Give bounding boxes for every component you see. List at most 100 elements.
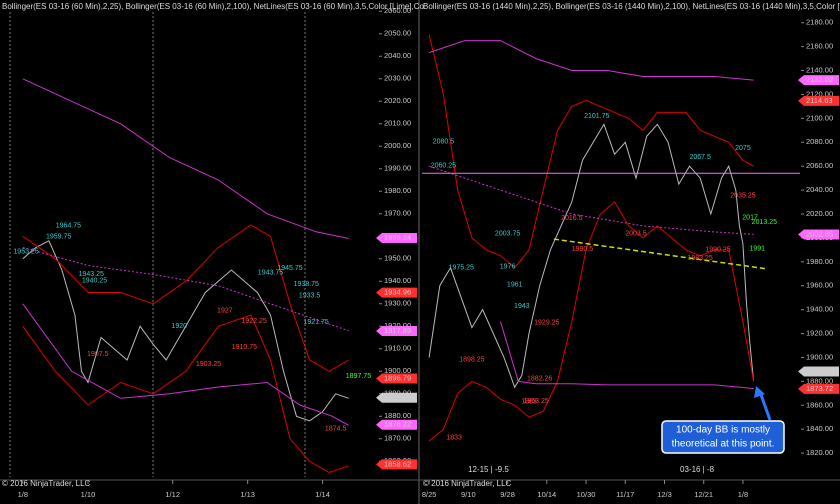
x-tick-label: 9/28 — [500, 490, 515, 499]
y-tick-label: 2060.00 — [806, 161, 833, 170]
price-annotation: 1882.26 — [527, 376, 552, 383]
series-line — [428, 40, 754, 81]
contract-label: 12-15 | -9.5 — [468, 465, 509, 474]
price-annotation: 1943 — [514, 303, 530, 310]
price-annotation: 1990.5 — [572, 246, 594, 253]
price-marker-label: 1858.62 — [384, 459, 411, 468]
copyright: © 2016 NinjaTrader, LLC — [423, 479, 512, 488]
y-tick-label: 2060.00 — [384, 6, 411, 15]
y-tick-label: 1980.00 — [806, 257, 833, 266]
price-annotation: 1897.75 — [346, 373, 371, 380]
y-tick-label: 2140.00 — [806, 66, 833, 75]
price-annotation: 2016.5 — [561, 215, 583, 222]
price-marker — [376, 325, 417, 336]
price-marker-label: 1917.89 — [384, 326, 411, 335]
x-tick-label: 10/30 — [577, 490, 596, 499]
y-tick-label: 1990.00 — [384, 164, 411, 173]
price-marker-label: 1873.72 — [806, 384, 833, 393]
series-line — [500, 321, 754, 389]
price-annotation: 1907.5 — [87, 351, 109, 358]
price-annotation: 1990.25 — [705, 246, 730, 253]
y-tick-label: 1870.00 — [384, 434, 411, 443]
y-tick-label: 1940.00 — [384, 276, 411, 285]
y-tick-label: 2030.00 — [384, 74, 411, 83]
price-annotation: 2060.25 — [431, 163, 456, 170]
series-line — [22, 303, 349, 426]
y-tick-label: 2000.00 — [384, 141, 411, 150]
price-marker — [798, 95, 839, 106]
series-line — [22, 240, 349, 422]
y-tick-label: 1910.00 — [384, 344, 411, 353]
price-annotation: 1943.75 — [258, 270, 283, 277]
price-annotation: 1863 — [521, 399, 537, 406]
price-annotation: 1943.25 — [79, 271, 104, 278]
price-annotation: 1945.75 — [277, 265, 302, 272]
price-marker-label: 2132.02 — [806, 75, 833, 84]
price-marker-label: 2114.63 — [806, 96, 833, 105]
copyright: © 2016 NinjaTrader, LLC — [2, 479, 91, 488]
y-tick-label: 1880.00 — [384, 411, 411, 420]
price-annotation: 1833 — [446, 434, 462, 441]
x-tick-label: 1/8 — [738, 490, 748, 499]
series-line — [428, 123, 755, 389]
price-annotation: 2075 — [735, 145, 751, 152]
contract-label: 03-16 | -8 — [680, 465, 715, 474]
y-tick-label: 1950.00 — [384, 254, 411, 263]
x-tick-label: 11/17 — [616, 490, 634, 499]
price-annotation: 1921.75 — [303, 319, 328, 326]
y-tick-label: 1980.00 — [384, 186, 411, 195]
price-annotation: 1953.25 — [13, 248, 38, 255]
series-line — [22, 247, 349, 332]
price-marker — [798, 75, 839, 86]
y-tick-label: 1940.00 — [806, 305, 833, 314]
series-line — [428, 34, 754, 269]
price-marker — [376, 419, 417, 430]
callout-text: 100-day BB is mostly — [676, 425, 770, 436]
y-tick-label: 2040.00 — [806, 185, 833, 194]
price-annotation: 2080.5 — [433, 139, 455, 146]
price-annotation: 2003.5 — [625, 231, 647, 238]
price-marker-label: 1876.22 — [384, 420, 411, 429]
price-annotation: 1964.75 — [56, 222, 81, 229]
series-line — [428, 201, 755, 442]
price-annotation: 1959.75 — [46, 234, 71, 241]
y-tick-label: 1960.00 — [806, 281, 833, 290]
price-annotation: 1976 — [500, 263, 516, 270]
callout-arrow — [758, 391, 772, 421]
price-marker-label: 1934.96 — [384, 288, 411, 297]
y-tick-label: 1900.00 — [806, 352, 833, 361]
price-annotation: 1874.5 — [325, 425, 347, 432]
y-tick-label: 2180.00 — [806, 18, 833, 27]
price-annotation: 1940.25 — [82, 278, 107, 285]
series-line — [22, 78, 349, 239]
x-tick-label: 8/25 — [422, 490, 437, 499]
x-tick-label: 1/8 — [18, 490, 28, 499]
price-annotation: 1903.25 — [196, 361, 221, 368]
price-annotation: 1920 — [171, 323, 187, 330]
panel-header: Bollinger(ES 03-16 (1440 Min),2,25), Bol… — [423, 2, 840, 11]
price-marker-label: 1888.25 — [384, 393, 411, 402]
x-tick-label: 9/10 — [461, 490, 476, 499]
y-tick-label: 1970.00 — [384, 209, 411, 218]
x-tick-label: 10/14 — [537, 490, 556, 499]
series-line — [428, 165, 754, 235]
price-marker — [798, 366, 839, 377]
price-annotation: 1929.25 — [534, 319, 559, 326]
price-annotation: 1983.25 — [687, 255, 712, 262]
price-marker-label: 1896.79 — [384, 373, 411, 382]
price-annotation: 1863.25 — [523, 398, 548, 405]
y-tick-label: 2010.00 — [384, 119, 411, 128]
y-tick-label: 2080.00 — [806, 137, 833, 146]
price-marker — [376, 373, 417, 384]
y-tick-label: 2020.00 — [384, 96, 411, 105]
y-tick-label: 2120.00 — [806, 89, 833, 98]
y-tick-label: 2100.00 — [806, 113, 833, 122]
price-annotation: 1961 — [507, 281, 523, 288]
price-annotation: 1927 — [217, 307, 233, 314]
callout-arrowhead — [754, 386, 765, 398]
price-marker — [376, 232, 417, 243]
series-line — [553, 238, 769, 270]
y-tick-label: 1900.00 — [384, 366, 411, 375]
price-annotation: 2067.5 — [689, 154, 711, 161]
